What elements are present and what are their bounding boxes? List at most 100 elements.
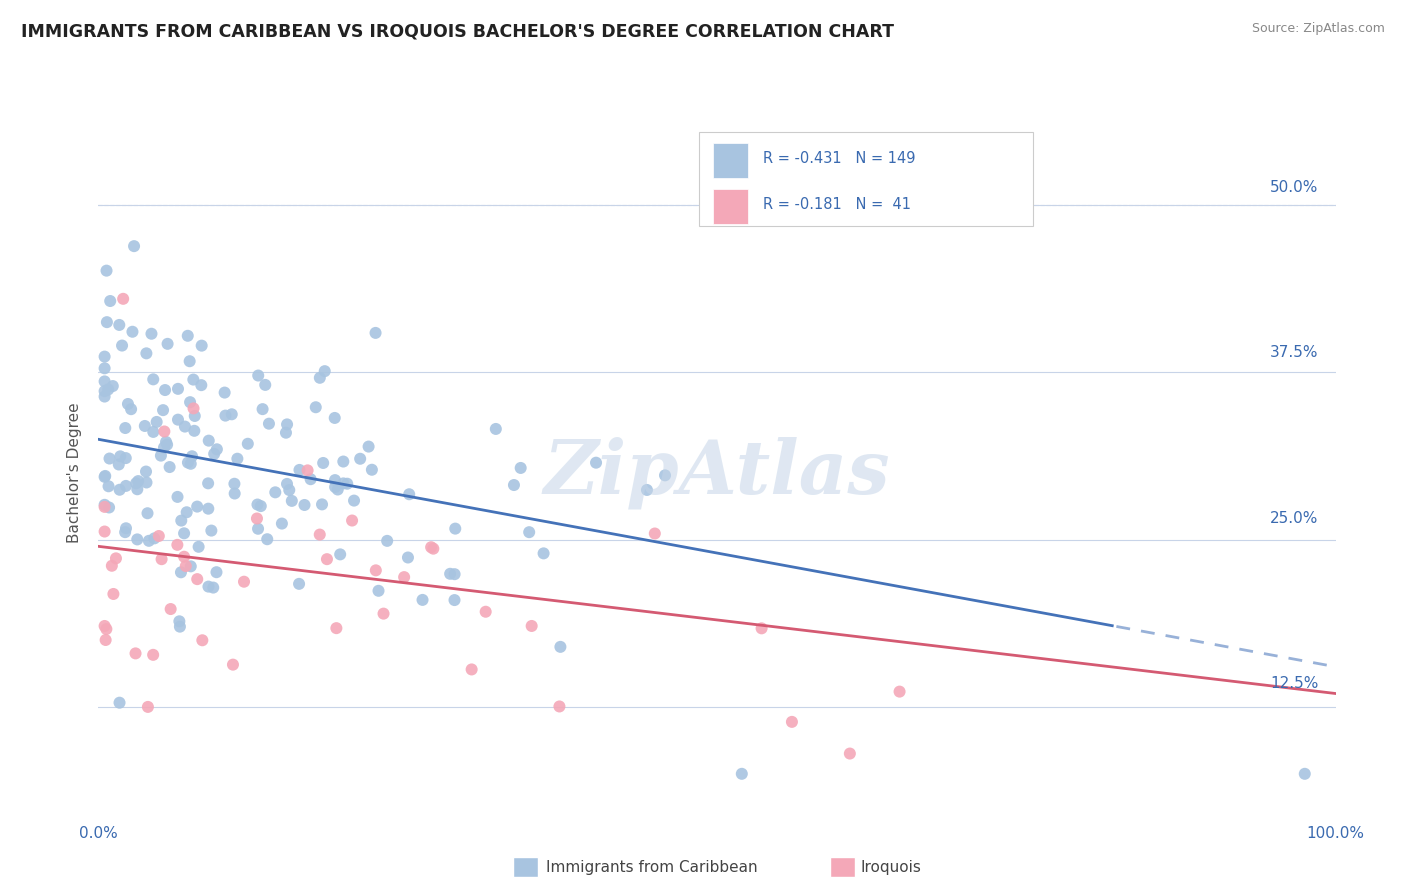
Point bbox=[544, 502, 567, 516]
Point bbox=[1227, 740, 1250, 755]
Point bbox=[748, 597, 770, 611]
Point bbox=[262, 479, 284, 493]
Point bbox=[240, 503, 263, 517]
Point bbox=[174, 274, 197, 288]
Point bbox=[655, 503, 678, 517]
Point bbox=[321, 463, 343, 477]
Point bbox=[240, 526, 263, 541]
Point bbox=[479, 499, 502, 513]
Point bbox=[342, 441, 364, 455]
Point bbox=[225, 316, 247, 330]
Point bbox=[243, 308, 266, 322]
Text: R = -0.431   N = 149: R = -0.431 N = 149 bbox=[761, 133, 914, 148]
Point bbox=[188, 399, 211, 413]
Point bbox=[219, 426, 242, 441]
Point bbox=[173, 361, 195, 376]
Point bbox=[315, 395, 337, 409]
Point bbox=[373, 458, 395, 472]
Point bbox=[174, 477, 197, 491]
Point bbox=[245, 374, 267, 388]
Point bbox=[172, 608, 194, 623]
Point bbox=[188, 502, 211, 516]
Point bbox=[215, 393, 238, 408]
Point bbox=[170, 368, 193, 383]
Point bbox=[170, 363, 193, 377]
Point bbox=[277, 387, 299, 401]
Point bbox=[184, 427, 207, 442]
Point bbox=[333, 460, 356, 475]
Point bbox=[253, 516, 276, 531]
Point bbox=[172, 598, 194, 612]
Point bbox=[254, 357, 277, 371]
Point bbox=[571, 674, 593, 689]
Point bbox=[221, 529, 243, 543]
Text: R = -0.181   N =  41: R = -0.181 N = 41 bbox=[761, 178, 908, 194]
Point bbox=[474, 543, 496, 558]
Point bbox=[342, 553, 364, 567]
Point bbox=[218, 506, 240, 520]
Point bbox=[373, 450, 395, 465]
Point bbox=[221, 382, 243, 396]
Point bbox=[267, 425, 290, 439]
Point bbox=[269, 541, 291, 556]
Point bbox=[183, 460, 205, 475]
Point bbox=[198, 454, 221, 468]
Point bbox=[191, 376, 214, 390]
Point bbox=[349, 441, 371, 455]
Point bbox=[224, 413, 246, 427]
Point bbox=[183, 297, 205, 311]
Point bbox=[208, 483, 231, 498]
Point bbox=[375, 460, 398, 475]
Text: Iroquois: Iroquois bbox=[860, 860, 921, 874]
Point bbox=[515, 401, 537, 415]
Point bbox=[170, 447, 193, 461]
Point bbox=[225, 416, 247, 430]
Point bbox=[228, 438, 250, 452]
Point bbox=[416, 582, 439, 597]
Point bbox=[222, 418, 245, 433]
Point bbox=[326, 493, 349, 508]
Point bbox=[330, 454, 353, 468]
Point bbox=[183, 435, 205, 450]
Point bbox=[395, 430, 418, 444]
Point bbox=[224, 361, 246, 376]
Point bbox=[450, 569, 472, 583]
Point bbox=[236, 590, 259, 604]
Point bbox=[276, 364, 298, 378]
Point bbox=[870, 659, 893, 673]
Point bbox=[235, 391, 257, 405]
Point bbox=[364, 343, 387, 358]
Point bbox=[360, 504, 382, 518]
Point bbox=[360, 350, 382, 364]
FancyBboxPatch shape bbox=[717, 170, 748, 205]
Point bbox=[188, 498, 211, 512]
Point bbox=[366, 529, 388, 543]
Point bbox=[437, 527, 460, 541]
Point bbox=[266, 557, 288, 571]
Point bbox=[402, 417, 425, 432]
Point bbox=[198, 509, 221, 524]
Point bbox=[242, 535, 264, 549]
Point bbox=[247, 351, 270, 366]
Point bbox=[775, 690, 797, 704]
Point bbox=[648, 460, 671, 475]
Point bbox=[170, 353, 193, 368]
Point bbox=[731, 740, 754, 755]
Point bbox=[207, 442, 229, 457]
Point bbox=[170, 501, 193, 516]
Point bbox=[236, 595, 259, 609]
Point bbox=[252, 476, 274, 491]
Point bbox=[170, 475, 193, 489]
Point bbox=[197, 622, 219, 636]
Text: Source: ZipAtlas.com: Source: ZipAtlas.com bbox=[1251, 22, 1385, 36]
Point bbox=[256, 318, 278, 332]
Point bbox=[249, 402, 271, 417]
Point bbox=[172, 244, 194, 258]
Point bbox=[174, 429, 197, 443]
Point bbox=[411, 560, 433, 574]
Text: Immigrants from Caribbean: Immigrants from Caribbean bbox=[546, 860, 758, 874]
Point bbox=[314, 509, 336, 524]
Point bbox=[405, 441, 427, 455]
Point bbox=[603, 434, 626, 448]
Point bbox=[207, 326, 229, 340]
